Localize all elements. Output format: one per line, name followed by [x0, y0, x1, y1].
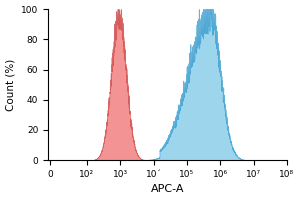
X-axis label: APC-A: APC-A: [151, 184, 184, 194]
Y-axis label: Count (%): Count (%): [6, 58, 16, 111]
